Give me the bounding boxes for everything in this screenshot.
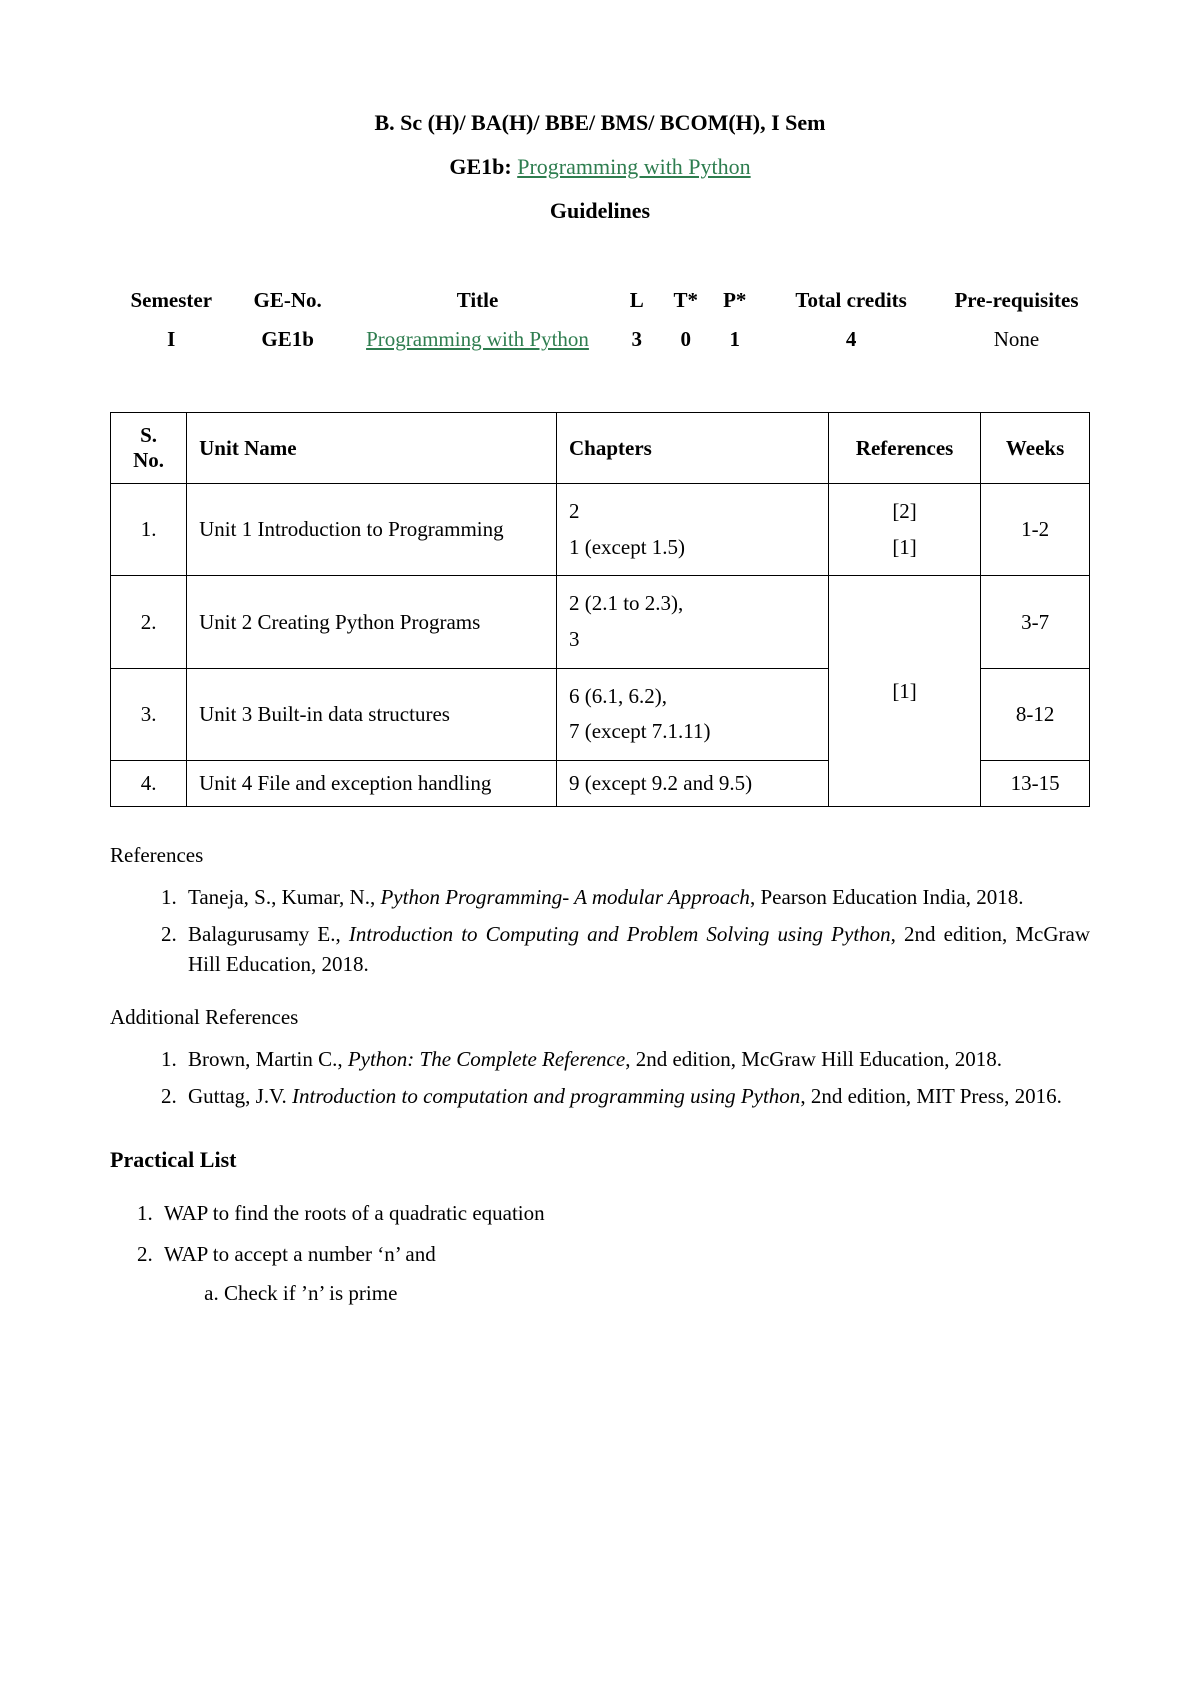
p2-text: WAP to accept a number ‘n’ and: [164, 1242, 436, 1266]
r1-ref: [2] [1]: [828, 484, 980, 576]
ref1-pre: Taneja, S., Kumar, N.,: [188, 885, 380, 909]
p2a-text: Check if ’n’ is prime: [224, 1281, 397, 1305]
aref2-title: Introduction to computation and programm…: [292, 1084, 800, 1108]
r2-unit: Unit 2 Creating Python Programs: [187, 576, 557, 668]
ge-line: GE1b: Programming with Python: [110, 154, 1090, 180]
r1-unit: Unit 1 Introduction to Programming: [187, 484, 557, 576]
practical-sublist: Check if ’n’ is prime: [164, 1281, 1090, 1306]
h-prereq: Pre-requisites: [943, 284, 1090, 317]
c-t: 0: [661, 317, 710, 362]
course-data-row: I GE1b Programming with Python 3 0 1 4 N…: [110, 317, 1090, 362]
practical-heading: Practical List: [110, 1147, 1090, 1173]
list-item: Taneja, S., Kumar, N., Python Programmin…: [182, 882, 1090, 912]
h-total: Total credits: [759, 284, 943, 317]
c-l: 3: [612, 317, 661, 362]
r4-weeks: 13-15: [981, 761, 1090, 807]
c-total: 4: [759, 317, 943, 362]
c-prereq: None: [943, 317, 1090, 362]
ref1-title: Python Programming- A modular Approach: [380, 885, 749, 909]
r3-chap: 6 (6.1, 6.2), 7 (except 7.1.11): [556, 668, 828, 760]
h-p: P*: [710, 284, 759, 317]
r3-chap-l2: 7 (except 7.1.11): [569, 714, 816, 750]
references-heading: References: [110, 843, 1090, 868]
list-item: Balagurusamy E., Introduction to Computi…: [182, 919, 1090, 980]
list-item: WAP to accept a number ‘n’ and Check if …: [158, 1242, 1090, 1306]
r3-sno: 3.: [111, 668, 187, 760]
r2-chap-l1: 2 (2.1 to 2.3),: [569, 586, 816, 622]
syllabus-header-row: S. No. Unit Name Chapters References Wee…: [111, 413, 1090, 484]
additional-refs-heading: Additional References: [110, 1005, 1090, 1030]
r3-unit: Unit 3 Built-in data structures: [187, 668, 557, 760]
aref1-post: , 2nd edition, McGraw Hill Education, 20…: [625, 1047, 1002, 1071]
sh-refs: References: [828, 413, 980, 484]
sh-chapters: Chapters: [556, 413, 828, 484]
references-list: Taneja, S., Kumar, N., Python Programmin…: [110, 882, 1090, 979]
h-geno: GE-No.: [233, 284, 343, 317]
c-title-link[interactable]: Programming with Python: [366, 327, 589, 351]
sh-unit: Unit Name: [187, 413, 557, 484]
course-header-row: Semester GE-No. Title L T* P* Total cred…: [110, 284, 1090, 317]
r2-chap-l2: 3: [569, 622, 816, 658]
r2-chap: 2 (2.1 to 2.3), 3: [556, 576, 828, 668]
aref2-pre: Guttag, J.V.: [188, 1084, 292, 1108]
sh-weeks: Weeks: [981, 413, 1090, 484]
table-row: 2. Unit 2 Creating Python Programs 2 (2.…: [111, 576, 1090, 668]
p1-text: WAP to find the roots of a quadratic equ…: [164, 1201, 545, 1225]
r4-sno: 4.: [111, 761, 187, 807]
h-title: Title: [343, 284, 613, 317]
aref2-post: , 2nd edition, MIT Press, 2016.: [800, 1084, 1062, 1108]
r3-weeks: 8-12: [981, 668, 1090, 760]
program-line: B. Sc (H)/ BA(H)/ BBE/ BMS/ BCOM(H), I S…: [110, 110, 1090, 136]
r1-sno: 1.: [111, 484, 187, 576]
r1-chap-l2: 1 (except 1.5): [569, 530, 816, 566]
list-item: Guttag, J.V. Introduction to computation…: [182, 1081, 1090, 1111]
h-l: L: [612, 284, 661, 317]
c-geno: GE1b: [233, 317, 343, 362]
syllabus-table: S. No. Unit Name Chapters References Wee…: [110, 412, 1090, 807]
ge-label: GE1b:: [449, 154, 511, 179]
sh-sno: S. No.: [111, 413, 187, 484]
r4-unit: Unit 4 File and exception handling: [187, 761, 557, 807]
r2-weeks: 3-7: [981, 576, 1090, 668]
ge-title-link[interactable]: Programming with Python: [517, 154, 750, 179]
list-item: WAP to find the roots of a quadratic equ…: [158, 1201, 1090, 1226]
c-p: 1: [710, 317, 759, 362]
r1-chap: 2 1 (except 1.5): [556, 484, 828, 576]
r1-ref-l1: [2]: [841, 494, 968, 530]
c-semester: I: [110, 317, 233, 362]
aref1-pre: Brown, Martin C.,: [188, 1047, 348, 1071]
document-page: B. Sc (H)/ BA(H)/ BBE/ BMS/ BCOM(H), I S…: [0, 0, 1200, 1402]
r4-chap: 9 (except 9.2 and 9.5): [556, 761, 828, 807]
r234-ref: [1]: [828, 576, 980, 807]
guidelines-heading: Guidelines: [110, 198, 1090, 224]
aref1-title: Python: The Complete Reference: [348, 1047, 625, 1071]
c-title: Programming with Python: [343, 317, 613, 362]
r1-ref-l2: [1]: [841, 530, 968, 566]
ref2-pre: Balagurusamy E.,: [188, 922, 349, 946]
ref2-title: Introduction to Computing and Problem So…: [349, 922, 891, 946]
h-semester: Semester: [110, 284, 233, 317]
header-block: B. Sc (H)/ BA(H)/ BBE/ BMS/ BCOM(H), I S…: [110, 110, 1090, 224]
practical-list: WAP to find the roots of a quadratic equ…: [110, 1201, 1090, 1306]
r2-sno: 2.: [111, 576, 187, 668]
additional-refs-list: Brown, Martin C., Python: The Complete R…: [110, 1044, 1090, 1111]
r1-weeks: 1-2: [981, 484, 1090, 576]
r3-chap-l1: 6 (6.1, 6.2),: [569, 679, 816, 715]
h-t: T*: [661, 284, 710, 317]
r1-chap-l1: 2: [569, 494, 816, 530]
ref1-post: , Pearson Education India, 2018.: [750, 885, 1024, 909]
course-info-table: Semester GE-No. Title L T* P* Total cred…: [110, 284, 1090, 362]
list-item: Brown, Martin C., Python: The Complete R…: [182, 1044, 1090, 1074]
list-item: Check if ’n’ is prime: [224, 1281, 1090, 1306]
table-row: 1. Unit 1 Introduction to Programming 2 …: [111, 484, 1090, 576]
